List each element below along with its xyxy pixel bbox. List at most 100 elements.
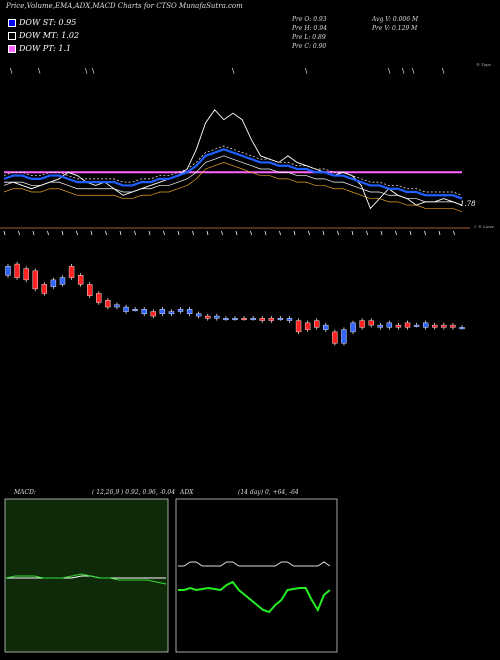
bottom-tick-mark [293, 230, 296, 236]
candle-body [368, 320, 374, 326]
candle-body [268, 318, 275, 321]
candle-body [432, 324, 438, 328]
chart-title: Price,Volume,EMA,ADX,MACD Charts for CTS… [6, 2, 243, 10]
top-tick-mark: \ [402, 67, 405, 75]
bottom-tick-mark [366, 230, 368, 236]
top-tick-mark: \ [10, 67, 13, 75]
bottom-tick-mark [76, 230, 78, 236]
candle-body [205, 315, 211, 319]
legend-swatch-blue [8, 18, 16, 27]
candle-body [359, 320, 365, 328]
top-tick-mark: \ [412, 67, 415, 75]
candle-body [223, 318, 229, 321]
candle-body [186, 309, 193, 315]
candle-body [132, 309, 138, 311]
macd-params: ( 12,26,9 ) 0.92, 0.96, -0.04 [92, 489, 176, 496]
bottom-tick-mark [177, 230, 180, 236]
candle-body [123, 306, 129, 312]
candle-body [159, 309, 166, 315]
bottom-tick-mark [192, 230, 194, 236]
bottom-tick-mark [32, 230, 35, 236]
bottom-tick-mark [3, 230, 6, 236]
bottom-tick-mark [250, 230, 252, 236]
price-label: 1.78 [460, 200, 476, 208]
candle-body [232, 318, 238, 321]
legend-swatch-pink [8, 44, 16, 53]
top-tick-mark: \ [92, 67, 95, 75]
candle-body [5, 266, 11, 276]
bottom-tick-mark [90, 230, 93, 236]
legend-dow-mt: DOW MT: 1.02 [8, 31, 79, 40]
bottom-tick-mark [438, 230, 441, 236]
candle-body [105, 300, 111, 308]
top-tick-mark: \ [232, 67, 235, 75]
stat-close: Pre C: 0.90 [292, 43, 327, 50]
top-tick-mark: \ [442, 67, 445, 75]
candle-body [459, 327, 465, 330]
bottom-tick-mark [453, 230, 455, 236]
candle-body [377, 324, 383, 328]
bottom-tick-mark [119, 230, 122, 236]
upper-marker: ® Tope [476, 62, 491, 67]
ema-slow-line [3, 155, 463, 206]
candle-body [23, 268, 29, 281]
candle-body [413, 324, 420, 327]
legend-swatch-black [8, 31, 16, 40]
bottom-tick-mark [18, 230, 20, 236]
adx-label: ADX [180, 489, 194, 496]
bottom-tick-mark [206, 230, 209, 236]
price-line [4, 109, 463, 210]
bottom-tick-mark [264, 230, 267, 236]
bottom-tick-mark [61, 230, 64, 236]
candle-body [395, 324, 402, 328]
ema-dashed-line [3, 145, 463, 196]
candle-body [350, 322, 356, 333]
legend-dow-st: DOW ST: 0.95 [8, 18, 76, 27]
bottom-tick-mark [163, 230, 165, 236]
bottom-tick-mark [105, 230, 107, 236]
candle-body [141, 309, 147, 315]
candle-body [77, 275, 84, 285]
candle-body [214, 315, 220, 319]
adx-panel [175, 498, 338, 653]
bottom-tick-mark [409, 230, 412, 236]
candle-body [277, 318, 284, 321]
adx-line [178, 580, 331, 614]
bottom-tick-mark [235, 230, 238, 236]
bottom-tick-mark [351, 230, 354, 236]
stat-open: Pre O: 0.93 [292, 16, 327, 23]
candle-body [168, 311, 175, 315]
bottom-tick-mark [380, 230, 383, 236]
candle-body [50, 279, 57, 287]
bottom-tick-mark [308, 230, 310, 236]
candle-body [59, 277, 66, 285]
bottom-tick-mark [395, 230, 397, 236]
macd-signal-line [6, 575, 166, 579]
candle-body [332, 331, 338, 344]
candle-body [114, 304, 120, 308]
bottom-tick-mark [148, 230, 151, 236]
candle-body [250, 318, 256, 321]
candle-body [295, 320, 302, 333]
candle-body [195, 313, 202, 317]
bottom-tick-mark [337, 230, 339, 236]
candle-body [96, 293, 102, 303]
ema-fast-line [3, 148, 463, 200]
stat-high: Pre H: 0.94 [292, 25, 327, 32]
legend-label: DOW ST: 0.95 [19, 18, 77, 27]
ema-long-line [3, 162, 463, 213]
candle-body [259, 318, 265, 321]
candle-body [341, 329, 347, 344]
candle-body [32, 270, 38, 290]
bottom-tick-mark [424, 230, 426, 236]
macd-label: MACD: [14, 489, 36, 496]
candle-body [41, 284, 48, 294]
bottom-tick-mark [47, 230, 49, 236]
candle-body [422, 322, 429, 328]
candle-body [286, 318, 293, 321]
candle-body [14, 263, 20, 278]
adx-params: (14 day) 0, +64, -64 [238, 489, 299, 496]
top-tick-mark: \ [305, 67, 308, 75]
bottom-tick-mark [279, 230, 281, 236]
